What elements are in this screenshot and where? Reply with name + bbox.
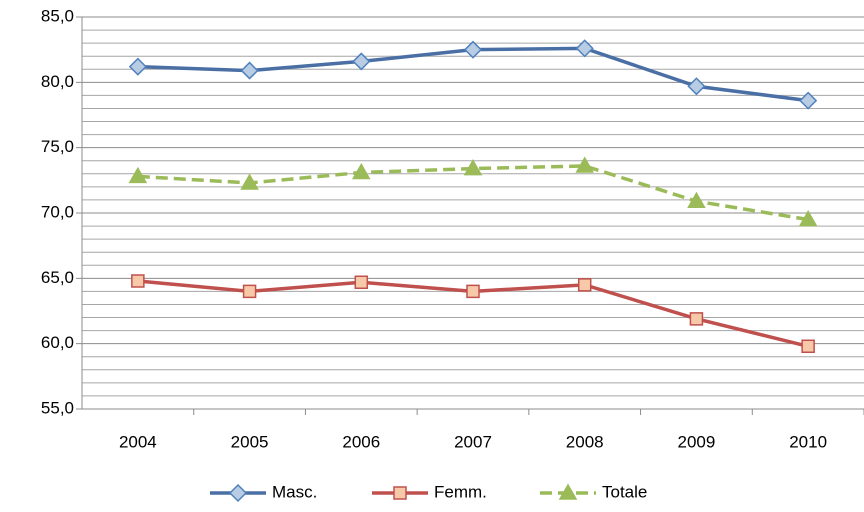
data-point	[801, 339, 815, 354]
data-point	[240, 173, 259, 190]
x-tick-label: 2007	[454, 432, 492, 451]
y-tick-label: 70,0	[41, 202, 74, 221]
x-tick-label: 2009	[678, 432, 716, 451]
data-point	[463, 159, 483, 176]
data-point	[128, 57, 147, 76]
data-point	[687, 77, 706, 96]
x-tick-label: 2008	[566, 432, 604, 451]
legend-label: Masc.	[272, 482, 317, 501]
data-point	[689, 312, 704, 326]
y-tick-label: 65,0	[41, 268, 74, 287]
y-tick-label: 80,0	[41, 72, 74, 91]
data-point	[131, 274, 145, 288]
y-tick-label: 55,0	[41, 398, 74, 417]
legend-marker	[393, 486, 407, 500]
x-tick-label: 2004	[119, 432, 157, 451]
data-point	[128, 166, 148, 184]
y-tick-label: 60,0	[41, 333, 74, 352]
legend-label: Totale	[602, 482, 647, 501]
data-point	[240, 61, 259, 80]
data-point	[354, 275, 369, 290]
data-point	[242, 284, 257, 299]
data-point	[352, 52, 371, 71]
data-point	[575, 39, 594, 58]
data-point	[687, 191, 706, 208]
data-point	[798, 210, 818, 227]
data-point	[799, 91, 818, 110]
data-point	[351, 162, 371, 180]
x-tick-label: 2010	[789, 432, 827, 451]
data-point	[577, 278, 592, 292]
y-tick-label: 85,0	[41, 6, 74, 25]
x-tick-label: 2006	[342, 432, 380, 451]
legend-label: Femm.	[434, 482, 487, 501]
legend-marker	[558, 483, 578, 500]
x-tick-label: 2005	[231, 432, 269, 451]
y-tick-label: 75,0	[41, 137, 74, 156]
data-point	[466, 284, 480, 299]
legend-marker	[228, 483, 248, 503]
data-point	[463, 40, 483, 59]
data-point	[575, 156, 595, 173]
